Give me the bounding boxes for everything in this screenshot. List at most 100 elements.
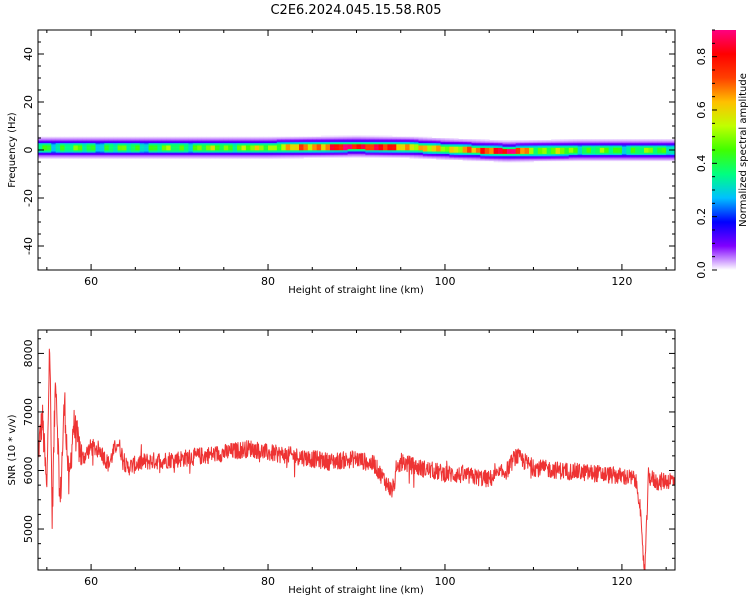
heatmap-cell xyxy=(458,153,464,156)
heatmap-cell xyxy=(303,140,309,142)
heatmap-cell xyxy=(458,145,464,147)
heatmap-cell xyxy=(237,136,242,139)
heatmap-cell xyxy=(153,139,158,141)
heatmap-cell xyxy=(232,148,238,151)
heatmap-cell xyxy=(192,152,198,154)
heatmap-cell xyxy=(166,142,172,145)
heatmap-cell xyxy=(153,146,158,148)
heatmap-cell xyxy=(161,154,167,157)
heatmap-cell xyxy=(480,152,486,154)
heatmap-cell xyxy=(214,139,220,141)
heatmap-cell xyxy=(183,146,189,148)
heatmap-cell xyxy=(157,136,163,139)
heatmap-cell xyxy=(254,156,260,158)
heatmap-cell xyxy=(533,156,539,158)
heatmap-cell xyxy=(666,152,671,154)
heatmap-cell xyxy=(577,148,583,151)
heatmap-cell xyxy=(644,156,649,158)
heatmap-cell xyxy=(590,139,596,141)
heatmap-cell xyxy=(135,156,141,158)
heatmap-cell xyxy=(197,148,203,151)
heatmap-cell xyxy=(316,138,322,140)
heatmap-cell xyxy=(130,142,136,145)
heatmap-cell xyxy=(666,147,671,150)
heatmap-cell xyxy=(480,145,486,147)
heatmap-cell xyxy=(502,154,508,157)
heatmap-cell xyxy=(276,145,282,147)
heatmap-cell xyxy=(604,140,610,142)
heatmap-cell xyxy=(427,151,433,153)
heatmap-cell xyxy=(250,152,256,154)
heatmap-cell xyxy=(68,156,74,158)
heatmap-cell xyxy=(329,139,335,141)
heatmap-cell xyxy=(414,145,419,147)
spectrogram-y-tick-label: -40 xyxy=(22,237,35,255)
heatmap-cell xyxy=(573,148,579,151)
heatmap-cell xyxy=(449,152,455,154)
heatmap-cell xyxy=(546,152,552,154)
heatmap-cell xyxy=(475,151,481,153)
heatmap-cell xyxy=(396,147,402,150)
heatmap-cell xyxy=(157,138,163,140)
heatmap-cell xyxy=(60,150,65,152)
heatmap-cell xyxy=(564,140,570,142)
heatmap-cell xyxy=(360,152,366,154)
heatmap-cell xyxy=(206,148,211,151)
heatmap-cell xyxy=(290,144,295,146)
heatmap-cell xyxy=(626,147,632,150)
heatmap-cell xyxy=(657,152,663,154)
heatmap-cell xyxy=(573,144,579,146)
heatmap-cell xyxy=(630,140,636,142)
heatmap-cell xyxy=(68,157,74,159)
heatmap-cell xyxy=(135,154,141,157)
heatmap-cell xyxy=(245,136,251,139)
heatmap-cell xyxy=(444,147,450,150)
heatmap-cell xyxy=(369,153,375,156)
heatmap-cell xyxy=(347,150,353,152)
heatmap-cell xyxy=(166,152,172,154)
heatmap-cell xyxy=(285,136,291,139)
heatmap-cell xyxy=(86,146,92,148)
heatmap-cell xyxy=(352,152,357,154)
heatmap-cell xyxy=(268,145,273,147)
heatmap-cell xyxy=(418,148,424,151)
heatmap-cell xyxy=(281,140,287,142)
heatmap-cell xyxy=(232,146,238,148)
heatmap-cell xyxy=(343,135,349,138)
heatmap-cell xyxy=(471,140,477,142)
heatmap-cell xyxy=(555,157,561,159)
heatmap-cell xyxy=(546,154,552,157)
heatmap-cell xyxy=(418,147,424,150)
heatmap-cell xyxy=(254,153,260,156)
heatmap-cell xyxy=(573,152,579,154)
heatmap-cell xyxy=(290,156,295,158)
heatmap-cell xyxy=(555,146,561,148)
heatmap-cell xyxy=(453,157,459,159)
heatmap-cell xyxy=(568,153,574,156)
heatmap-cell xyxy=(206,153,211,156)
heatmap-cell xyxy=(312,145,318,147)
heatmap-cell xyxy=(498,159,503,162)
heatmap-cell xyxy=(360,141,366,144)
heatmap-cell xyxy=(219,142,225,145)
heatmap-cell xyxy=(453,154,459,157)
heatmap-cell xyxy=(582,157,587,159)
heatmap-cell xyxy=(639,147,645,150)
heatmap-cell xyxy=(64,157,70,159)
heatmap-cell xyxy=(586,146,592,148)
heatmap-cell xyxy=(298,156,304,158)
heatmap-cell xyxy=(599,154,605,157)
heatmap-cell xyxy=(46,144,52,146)
heatmap-cell xyxy=(148,156,154,158)
heatmap-cell xyxy=(206,138,211,140)
heatmap-cell xyxy=(148,150,154,152)
heatmap-cell xyxy=(259,147,264,150)
heatmap-cell xyxy=(241,156,247,158)
heatmap-cell xyxy=(232,142,238,145)
heatmap-cell xyxy=(91,151,96,153)
heatmap-cell xyxy=(259,140,264,142)
heatmap-cell xyxy=(126,142,132,145)
heatmap-cell xyxy=(113,153,119,156)
heatmap-cell xyxy=(325,138,331,140)
heatmap-cell xyxy=(183,157,189,159)
